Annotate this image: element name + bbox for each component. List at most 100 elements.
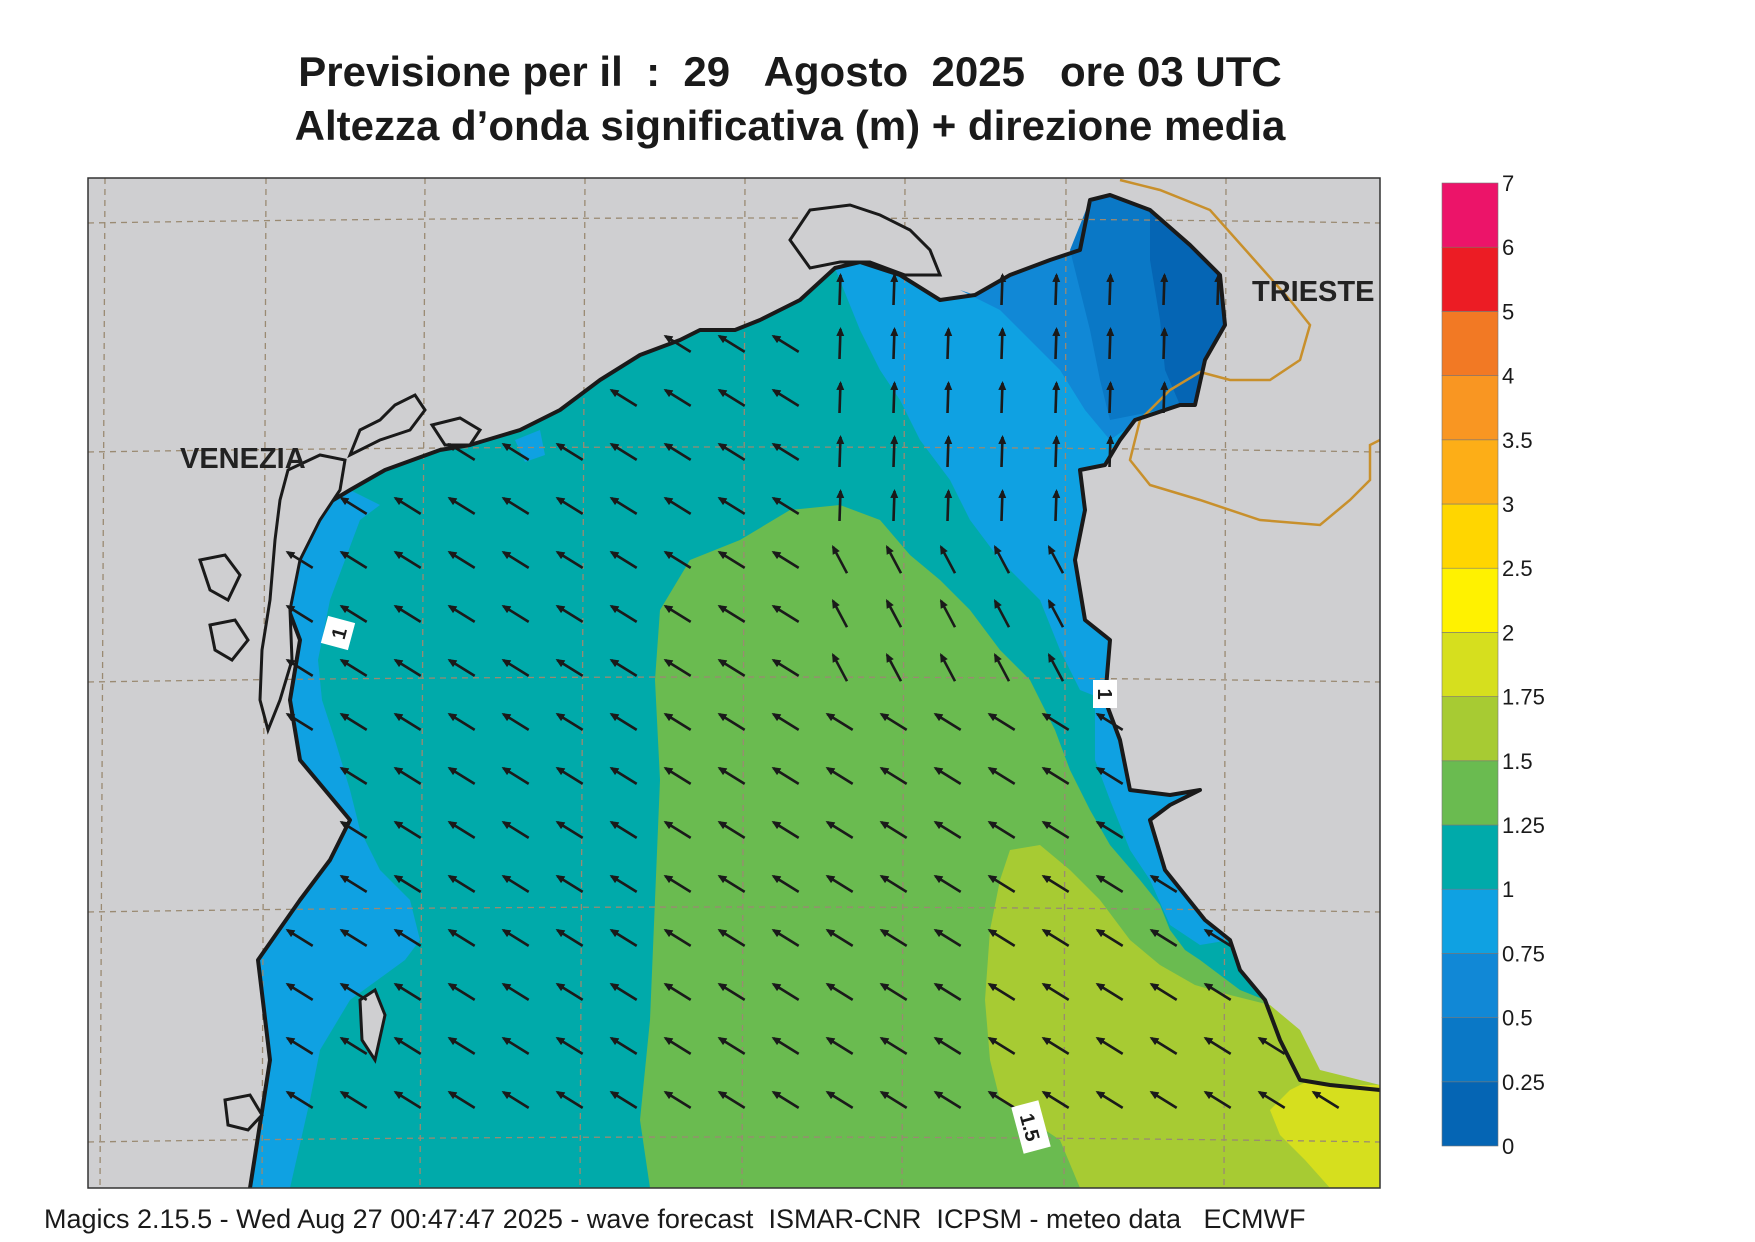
wave-direction-arrow — [447, 442, 476, 462]
wave-direction-arrow — [879, 820, 908, 840]
wave-direction-arrow — [771, 658, 800, 678]
wave-direction-arrow — [609, 820, 638, 840]
wave-direction-arrow — [771, 388, 800, 408]
wave-direction-arrow — [501, 1090, 530, 1110]
legend-tick-label: 0.75 — [1502, 941, 1545, 966]
wave-direction-arrow — [501, 442, 530, 462]
legend-tick-label: 1 — [1502, 877, 1514, 902]
wave-direction-arrow — [987, 712, 1016, 732]
wave-direction-arrow — [890, 327, 899, 360]
wave-direction-arrow — [393, 766, 422, 786]
wave-direction-arrow — [1041, 712, 1070, 732]
legend-swatch — [1441, 953, 1499, 1018]
wave-direction-arrow — [879, 712, 908, 732]
wave-direction-arrow — [944, 381, 953, 414]
wave-direction-arrow — [609, 658, 638, 678]
wave-direction-arrow — [1095, 1036, 1124, 1056]
legend-swatch — [1441, 375, 1499, 441]
wave-direction-arrow — [447, 766, 476, 786]
wave-direction-arrow — [771, 982, 800, 1002]
wave-direction-arrow — [393, 820, 422, 840]
wave-direction-arrow — [393, 550, 422, 570]
wave-direction-arrow — [890, 381, 899, 414]
wave-direction-arrow — [825, 1036, 854, 1056]
wave-direction-arrow — [1095, 928, 1124, 948]
zone-1.75-2 — [1270, 1080, 1380, 1188]
wave-direction-arrow — [944, 435, 953, 468]
wave-direction-arrow — [393, 874, 422, 894]
lat-lon-grid — [88, 178, 1380, 1188]
wave-direction-arrow — [555, 658, 584, 678]
wave-direction-arrow — [555, 928, 584, 948]
wave-direction-arrow — [1095, 874, 1124, 894]
wave-direction-arrow — [1052, 489, 1061, 522]
wave-direction-arrow — [717, 982, 746, 1002]
wave-direction-arrow — [609, 1090, 638, 1110]
wave-direction-arrow — [555, 712, 584, 732]
legend-tick-label: 1.5 — [1502, 749, 1533, 774]
wave-direction-arrow — [1149, 1036, 1178, 1056]
legend-swatch — [1441, 246, 1499, 312]
zone-0.75-1-venezia-patch — [515, 430, 545, 462]
wave-direction-arrow — [939, 653, 957, 682]
wave-direction-arrow — [1149, 982, 1178, 1002]
wave-direction-arrow — [609, 496, 638, 516]
wave-direction-arrow — [717, 1036, 746, 1056]
wave-direction-arrow — [663, 334, 692, 354]
wave-direction-arrow — [447, 1036, 476, 1056]
wave-direction-arrow — [663, 496, 692, 516]
wave-direction-arrow — [771, 928, 800, 948]
legend-tick-label: 0.5 — [1502, 1006, 1533, 1031]
wave-direction-arrow — [717, 928, 746, 948]
wave-direction-arrow — [933, 874, 962, 894]
wave-direction-arrow — [1052, 381, 1061, 414]
wave-direction-arrow — [339, 982, 368, 1002]
wave-direction-arrow — [717, 604, 746, 624]
wave-direction-arrow — [1052, 435, 1061, 468]
wave-direction-arrow — [771, 1090, 800, 1110]
legend-swatch — [1441, 567, 1499, 633]
wave-direction-arrow — [285, 928, 314, 948]
wave-direction-arrow — [609, 550, 638, 570]
wave-direction-arrow — [663, 604, 692, 624]
wave-direction-arrow — [1041, 1090, 1070, 1110]
wave-direction-arrow — [609, 766, 638, 786]
wave-direction-arrow — [987, 820, 1016, 840]
wave-direction-arrow — [1095, 820, 1124, 840]
wave-direction-arrow — [555, 550, 584, 570]
wave-direction-arrow — [555, 874, 584, 894]
wave-direction-arrow — [501, 550, 530, 570]
wave-direction-arrow — [555, 766, 584, 786]
wave-direction-arrow — [501, 658, 530, 678]
wave-direction-arrow — [609, 712, 638, 732]
wave-direction-arrow — [836, 435, 845, 468]
wave-direction-arrow — [944, 489, 953, 522]
place-label-trieste: TRIESTE — [1252, 276, 1374, 308]
wave-direction-arrow — [501, 766, 530, 786]
wave-direction-arrow — [1106, 273, 1115, 306]
wave-direction-arrow — [339, 712, 368, 732]
wave-direction-arrow — [501, 982, 530, 1002]
wave-direction-arrow — [771, 712, 800, 732]
wave-direction-arrow — [555, 604, 584, 624]
wave-direction-arrow — [825, 982, 854, 1002]
wave-direction-arrow — [393, 982, 422, 1002]
wave-direction-arrow — [998, 327, 1007, 360]
legend-swatch — [1441, 439, 1499, 505]
wave-direction-arrow — [339, 766, 368, 786]
wave-direction-arrow — [1214, 273, 1223, 306]
wave-direction-arrow — [836, 381, 845, 414]
wave-direction-arrow — [998, 489, 1007, 522]
zone-0.75-1-west — [250, 490, 420, 1188]
wave-direction-arrow — [879, 928, 908, 948]
wave-direction-arrow — [825, 1090, 854, 1110]
footer-credits: Magics 2.15.5 - Wed Aug 27 00:47:47 2025… — [44, 1204, 1306, 1234]
legend-swatch — [1441, 696, 1499, 762]
wave-direction-arrow — [1095, 766, 1124, 786]
legend-tick-label: 6 — [1502, 235, 1514, 260]
wave-direction-arrow — [836, 273, 845, 306]
wave-direction-arrow — [555, 1036, 584, 1056]
wave-direction-arrow — [831, 599, 849, 628]
national-border — [1119, 178, 1380, 527]
wave-direction-arrow — [339, 658, 368, 678]
